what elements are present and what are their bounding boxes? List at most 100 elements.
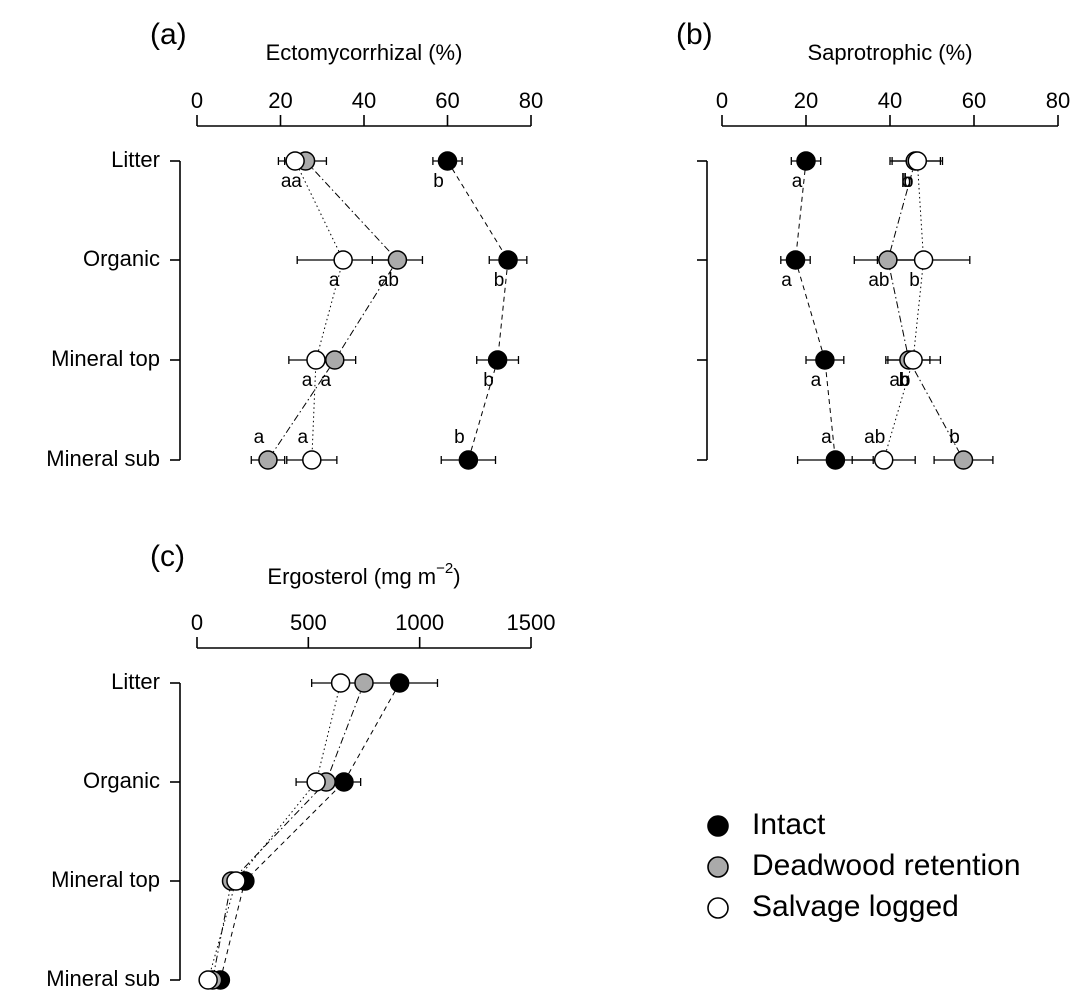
data-point-deadwood	[953, 450, 974, 470]
series-line-deadwood	[267, 160, 399, 461]
data-point-intact	[796, 151, 816, 171]
data-point-salvage	[913, 250, 934, 270]
significance-label-salvage: a	[329, 270, 340, 291]
significance-label-deadwood: ab	[378, 270, 399, 291]
category-label-litter: Litter	[111, 147, 160, 172]
significance-label-salvage: b	[899, 370, 910, 391]
significance-label-intact: a	[821, 427, 832, 448]
x-axis-title: Ectomycorrhizal (%)	[266, 40, 463, 65]
data-point-intact	[785, 250, 806, 270]
data-point-intact	[815, 350, 835, 370]
data-point-salvage	[903, 350, 923, 370]
significance-label-intact: b	[483, 370, 494, 391]
x-tick-label: 1500	[507, 610, 556, 635]
data-point-deadwood	[354, 673, 374, 693]
legend-marker-deadwood	[707, 856, 729, 878]
significance-label-intact: b	[433, 171, 444, 192]
significance-label-deadwood: ab	[868, 270, 889, 291]
x-tick-label: 40	[878, 88, 902, 113]
data-point-deadwood	[387, 250, 408, 270]
significance-label-deadwood: a	[320, 370, 331, 391]
significance-label-deadwood: a	[254, 427, 265, 448]
data-point-salvage	[306, 350, 326, 370]
x-tick-label: 60	[962, 88, 986, 113]
legend-marker-intact	[707, 815, 729, 837]
legend: Intact Deadwood retention Salvage logged	[707, 808, 1021, 923]
x-tick-label: 40	[352, 88, 376, 113]
x-axis-title-superscript: −2	[436, 560, 453, 577]
significance-label-intact: a	[811, 370, 822, 391]
category-label-mineral-sub: Mineral sub	[46, 966, 160, 991]
data-point-salvage	[302, 450, 322, 470]
data-point-salvage	[907, 151, 928, 171]
legend-label-intact: Intact	[752, 808, 826, 841]
x-tick-label: 20	[268, 88, 292, 113]
data-point-salvage	[198, 970, 218, 990]
data-point-salvage	[330, 673, 351, 693]
series-line-intact	[447, 160, 509, 461]
category-label-litter: Litter	[111, 669, 160, 694]
x-tick-label: 80	[1046, 88, 1070, 113]
data-point-salvage	[306, 772, 326, 792]
significance-label-deadwood: b	[949, 427, 960, 448]
x-tick-label: 60	[435, 88, 459, 113]
category-label-mineral-top: Mineral top	[51, 867, 160, 892]
data-point-salvage	[333, 250, 353, 270]
data-point-deadwood	[878, 250, 898, 270]
x-tick-label: 80	[519, 88, 543, 113]
x-tick-label: 0	[191, 88, 203, 113]
panel-label: (c)	[150, 540, 185, 573]
x-axis-title-end: )	[453, 564, 460, 589]
data-point-deadwood	[325, 350, 345, 370]
significance-label-intact: b	[494, 270, 505, 291]
data-point-intact	[334, 772, 354, 792]
significance-label-intact: b	[454, 427, 465, 448]
panel-c-ergosterol: (c) Ergosterol (mg m−2) 0 500 1000 1500 Litter…	[46, 540, 555, 991]
series-line-salvage	[294, 160, 344, 461]
data-point-intact	[389, 673, 410, 693]
series-line-deadwood	[212, 682, 365, 981]
x-axis-title-text: Ergosterol (mg m	[267, 564, 436, 589]
significance-label-salvage: b	[903, 171, 914, 192]
x-axis-title: Ergosterol (mg m−2)	[267, 560, 460, 589]
category-label-organic: Organic	[83, 768, 160, 793]
legend-label-deadwood: Deadwood retention	[752, 849, 1021, 882]
category-label-organic: Organic	[83, 246, 160, 271]
panel-a-ectomycorrhizal: (a) Ectomycorrhizal (%) 0 20 40 60 80 Litter Org…	[46, 18, 543, 471]
significance-label-salvage: a	[302, 370, 313, 391]
significance-label-salvage: a	[281, 171, 292, 192]
data-point-deadwood	[258, 450, 278, 470]
x-tick-label: 20	[794, 88, 818, 113]
x-tick-label: 500	[290, 610, 327, 635]
significance-label-intact: a	[792, 171, 803, 192]
panel-label: (b)	[676, 18, 713, 51]
series-line-salvage	[883, 160, 925, 461]
x-tick-label: 0	[716, 88, 728, 113]
x-tick-label: 1000	[395, 610, 444, 635]
significance-label-salvage: ab	[864, 427, 885, 448]
panel-b-saprotrophic: (b)Saprotrophic (%)0 20 40 60 80aaaabababbbb…	[676, 18, 1070, 470]
data-point-salvage	[873, 450, 894, 470]
data-point-salvage	[285, 151, 305, 171]
legend-label-salvage: Salvage logged	[752, 890, 959, 923]
significance-label-salvage: b	[909, 270, 920, 291]
data-point-intact	[498, 250, 518, 270]
legend-marker-salvage	[707, 897, 729, 919]
series-line-intact	[794, 160, 836, 461]
series-line-salvage	[207, 682, 342, 981]
significance-label-salvage: a	[298, 427, 309, 448]
series-line-deadwood	[887, 160, 964, 461]
category-label-mineral-sub: Mineral sub	[46, 446, 160, 471]
data-point-intact	[825, 450, 846, 470]
series-line-intact	[219, 682, 401, 981]
category-label-mineral-top: Mineral top	[51, 346, 160, 371]
significance-label-intact: a	[781, 270, 792, 291]
data-point-intact	[487, 350, 508, 370]
x-axis-title: Saprotrophic (%)	[807, 40, 972, 65]
panel-label: (a)	[150, 18, 187, 51]
data-point-intact	[437, 151, 458, 171]
significance-label-deadwood: a	[291, 171, 302, 192]
significance-label-deadwood: ab	[889, 370, 910, 391]
data-point-intact	[458, 450, 479, 470]
